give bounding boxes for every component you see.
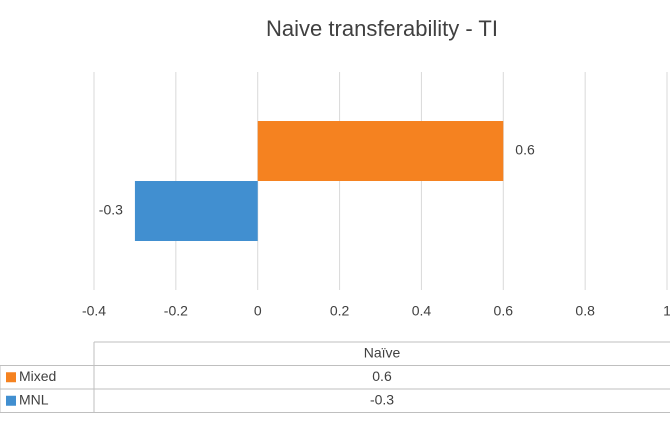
- x-tick-label: 0: [254, 303, 262, 319]
- data-label: -0.3: [99, 202, 123, 218]
- x-tick-label: 1: [663, 303, 670, 319]
- x-tick-label: -0.2: [164, 303, 188, 319]
- table-header: Naïve: [364, 344, 401, 360]
- x-tick-label: 0.4: [412, 303, 432, 319]
- table-value: -0.3: [370, 391, 394, 407]
- legend-key: [6, 372, 16, 383]
- x-tick-label: 0.6: [494, 303, 514, 319]
- data-label: 0.6: [515, 142, 535, 158]
- chart-title: Naive transferability - TI: [266, 16, 498, 41]
- legend-label: Mixed: [19, 368, 56, 384]
- legend-label: MNL: [19, 391, 49, 407]
- bar: [134, 181, 258, 241]
- x-tick-label: 0.8: [575, 303, 595, 319]
- legend-key: [6, 395, 16, 406]
- table-value: 0.6: [372, 368, 392, 384]
- x-tick-label: -0.4: [82, 303, 106, 319]
- x-tick-label: 0.2: [330, 303, 350, 319]
- bar: [257, 121, 504, 181]
